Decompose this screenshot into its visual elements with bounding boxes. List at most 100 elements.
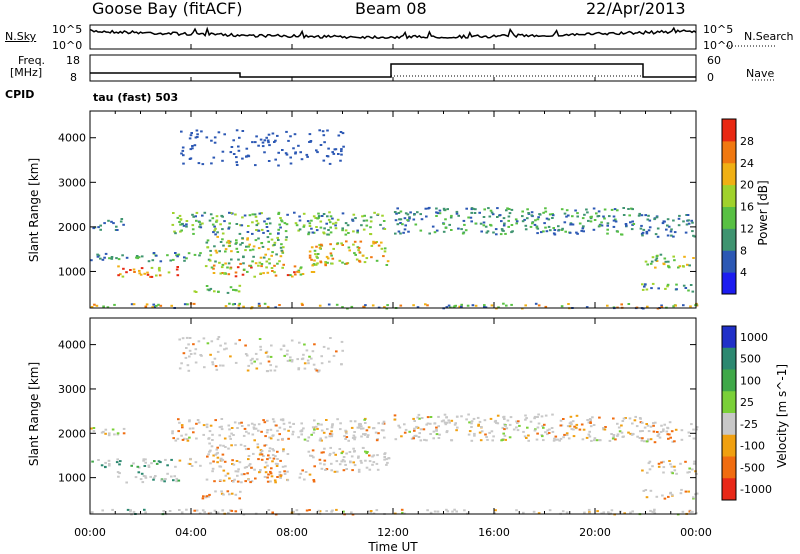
scatter-echo-cell: [270, 475, 274, 478]
scatter-echo-cell: [369, 233, 372, 235]
scatter-echo-cell: [498, 214, 502, 217]
scatter-echo-cell: [218, 426, 222, 429]
scatter-echo-cell: [236, 266, 240, 269]
scatter-echo-cell: [529, 225, 533, 228]
scatter-echo-cell: [294, 152, 297, 155]
scatter-echo-cell: [331, 217, 334, 220]
scatter-echo-cell: [160, 478, 164, 481]
scatter-echo-cell: [237, 145, 240, 148]
scatter-echo-cell: [684, 231, 688, 234]
scatter-echo-cell: [674, 428, 678, 431]
scatter-echo-cell: [322, 451, 325, 454]
scatter-echo-cell: [277, 151, 280, 154]
scatter-echo-cell: [193, 253, 197, 256]
scatter-echo-cell: [280, 243, 283, 246]
scatter-echo-cell: [116, 458, 119, 461]
scatter-echo-cell: [364, 459, 367, 462]
scatter-echo-cell: [670, 234, 673, 237]
scatter-echo-cell: [158, 269, 161, 272]
scatter-echo-cell: [267, 141, 270, 144]
scatter-echo-cell: [418, 417, 421, 420]
scatter-echo-cell: [257, 302, 261, 305]
scatter-echo-cell: [484, 433, 487, 436]
freq-left-tick-low: 8: [70, 71, 77, 84]
scatter-echo-cell: [254, 215, 258, 218]
scatter-echo-cell: [350, 511, 353, 514]
scatter-echo-cell: [662, 471, 665, 474]
scatter-echo-cell: [437, 425, 440, 428]
scatter-echo-cell: [136, 465, 140, 468]
scatter-echo-cell: [618, 430, 622, 433]
scatter-echo-cell: [408, 217, 411, 220]
scatter-echo-cell: [223, 437, 227, 440]
scatter-echo-cell: [216, 350, 220, 353]
scatter-echo-cell: [369, 511, 373, 514]
scatter-echo-cell: [324, 264, 327, 267]
scatter-echo-cell: [550, 427, 554, 429]
scatter-echo-cell: [592, 424, 596, 426]
scatter-echo-cell: [266, 458, 269, 461]
scatter-echo-cell: [585, 306, 589, 309]
scatter-echo-cell: [107, 219, 110, 222]
scatter-echo-cell: [284, 238, 288, 241]
scatter-echo-cell: [132, 268, 136, 271]
scatter-echo-cell: [262, 419, 265, 422]
scatter-echo-cell: [666, 218, 670, 221]
scatter-echo-cell: [234, 470, 238, 473]
scatter-echo-cell: [664, 260, 668, 263]
scatter-echo-cell: [546, 433, 549, 436]
scatter-echo-cell: [650, 287, 653, 290]
scatter-echo-cell: [195, 422, 198, 425]
scatter-echo-cell: [345, 262, 349, 265]
scatter-echo-cell: [220, 490, 223, 493]
scatter-echo-cell: [245, 245, 248, 248]
sky-noise-trace: [89, 26, 697, 40]
scatter-echo-cell: [450, 419, 454, 422]
scatter-echo-cell: [567, 214, 570, 217]
scatter-echo-cell: [664, 287, 667, 290]
scatter-echo-cell: [673, 469, 677, 472]
scatter-echo-cell: [279, 255, 283, 258]
scatter-echo-cell: [150, 462, 153, 465]
scatter-echo-cell: [654, 266, 657, 269]
scatter-echo-cell: [249, 264, 253, 267]
scatter-echo-cell: [563, 433, 566, 436]
scatter-echo-cell: [323, 447, 326, 450]
scatter-echo-cell: [354, 217, 357, 220]
scatter-echo-cell: [379, 223, 382, 226]
scatter-echo-cell: [260, 265, 263, 268]
scatter-echo-cell: [662, 466, 666, 469]
scatter-echo-cell: [218, 434, 221, 437]
scatter-echo-cell: [310, 454, 314, 457]
scatter-echo-cell: [639, 417, 642, 420]
scatter-echo-cell: [627, 303, 631, 305]
scatter-echo-cell: [654, 421, 657, 424]
scatter-echo-cell: [133, 271, 136, 273]
scatter-echo-cell: [643, 440, 646, 443]
scatter-echo-cell: [360, 425, 363, 428]
scatter-echo-cell: [589, 422, 592, 424]
scatter-echo-cell: [514, 218, 518, 221]
scatter-echo-cell: [382, 255, 385, 258]
scatter-echo-cell: [280, 219, 283, 222]
scatter-echo-cell: [245, 147, 249, 150]
scatter-echo-cell: [687, 289, 690, 292]
scatter-echo-cell: [679, 492, 683, 495]
scatter-echo-cell: [271, 460, 274, 463]
scatter-echo-cell: [229, 267, 232, 270]
scatter-echo-cell: [597, 210, 601, 213]
scatter-echo-cell: [153, 305, 157, 308]
scatter-echo-cell: [216, 461, 219, 464]
scatter-echo-cell: [565, 209, 569, 212]
scatter-echo-cell: [222, 479, 226, 482]
scatter-echo-cell: [302, 353, 305, 356]
scatter-echo-cell: [186, 303, 189, 306]
scatter-echo-cell: [193, 509, 196, 512]
scatter-echo-cell: [308, 133, 312, 136]
scatter-echo-cell: [144, 475, 147, 478]
scatter-echo-cell: [228, 222, 231, 225]
scatter-echo-cell: [273, 479, 277, 482]
scatter-echo-cell: [458, 305, 461, 308]
scatter-echo-cell: [417, 436, 421, 438]
